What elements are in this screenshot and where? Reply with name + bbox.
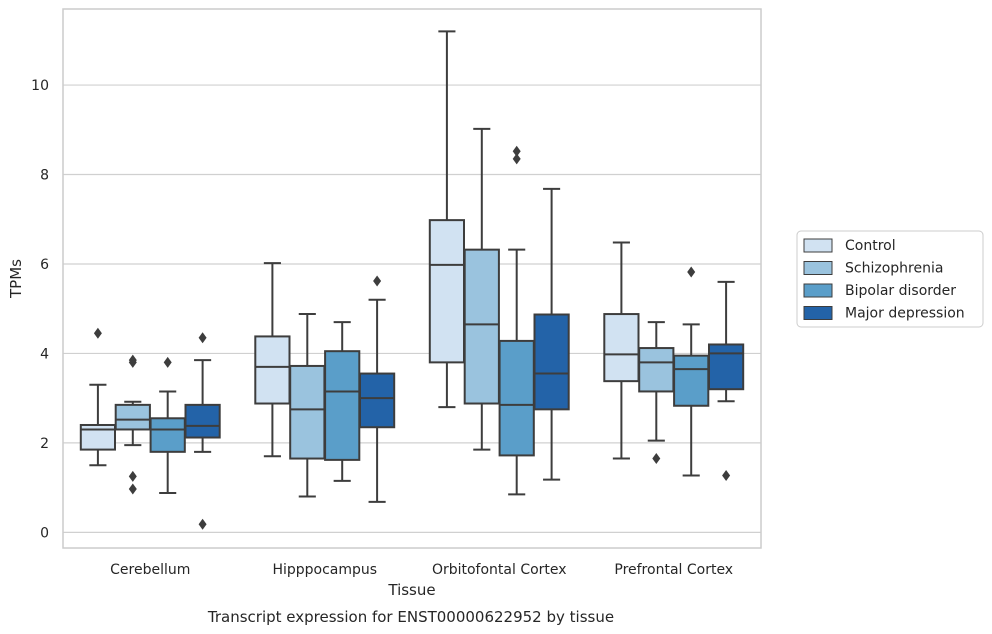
legend-swatch [803,261,833,275]
box-body [498,339,535,457]
legend: Control Schizophrenia Bipolar disorder Majo… [796,230,984,328]
box-body [149,417,186,453]
box-0-0 [79,327,117,467]
box-body [603,313,640,383]
box-0-2 [149,356,186,494]
outlier-point [163,356,172,368]
box-body [428,219,466,364]
box-groups [79,30,745,530]
box-1-3 [358,275,396,503]
legend-entry: Major depression [845,306,965,322]
outlier-point [722,470,731,482]
box-2-2 [498,145,535,496]
x-tick-label: Orbitofontal Cortex [432,562,567,578]
legend-entry: Bipolar disorder [845,283,956,299]
legend-frame [796,230,984,328]
legend-swatch [803,306,833,320]
box-0-3 [184,332,221,530]
box-1-0 [254,262,291,458]
outlier-point [687,266,696,278]
y-tick-label: 0 [40,525,49,541]
outlier-point [512,145,521,157]
box-body [707,343,745,391]
box-body [324,350,361,461]
box-body [533,313,570,411]
box-1-1 [289,313,326,498]
box-3-1 [638,321,675,465]
box-body [254,335,291,405]
x-axis-ticks: Cerebellum Hipppocampus Orbitofontal Corte… [110,562,733,578]
x-axis-label: Tissue [387,581,435,599]
x-tick-label: Prefrontal Cortex [614,562,733,578]
box-body [184,403,221,439]
y-tick-label: 8 [40,168,49,184]
outlier-point [198,518,207,530]
outlier-point [93,327,102,339]
y-tick-label: 4 [40,346,49,362]
box-3-3 [707,280,745,482]
y-tick-label: 10 [31,78,49,94]
box-2-1 [463,127,500,451]
outlier-point [198,332,207,344]
box-body [673,354,710,407]
box-body [463,248,500,405]
outlier-point [128,483,137,495]
legend-swatch [803,283,833,298]
x-tick-label: Cerebellum [110,562,190,578]
chart-caption: Transcript expression for ENST0000062295… [207,608,614,626]
outlier-point [373,275,382,287]
outlier-point [128,354,137,366]
legend-entry: Schizophrenia [845,261,943,277]
y-tick-label: 2 [40,436,49,452]
y-tick-label: 6 [40,257,49,273]
y-axis-label: TPMs [7,259,25,299]
box-1-2 [324,321,361,482]
box-body [114,403,151,431]
box-body [358,372,396,429]
outlier-point [128,470,137,482]
box-0-1 [114,354,151,495]
outlier-point [512,153,521,165]
box-3-0 [603,241,640,460]
box-body [289,364,326,460]
x-tick-label: Hipppocampus [272,562,377,578]
box-2-3 [533,187,570,481]
box-2-0 [428,30,466,409]
box-body [638,347,675,393]
plot-area-frame [62,8,762,549]
y-axis-ticks: 0 2 4 6 8 10 [31,78,49,541]
box-3-2 [673,266,710,477]
outlier-point [652,453,661,465]
legend-swatch [803,238,833,253]
legend-entry: Control [845,238,896,254]
